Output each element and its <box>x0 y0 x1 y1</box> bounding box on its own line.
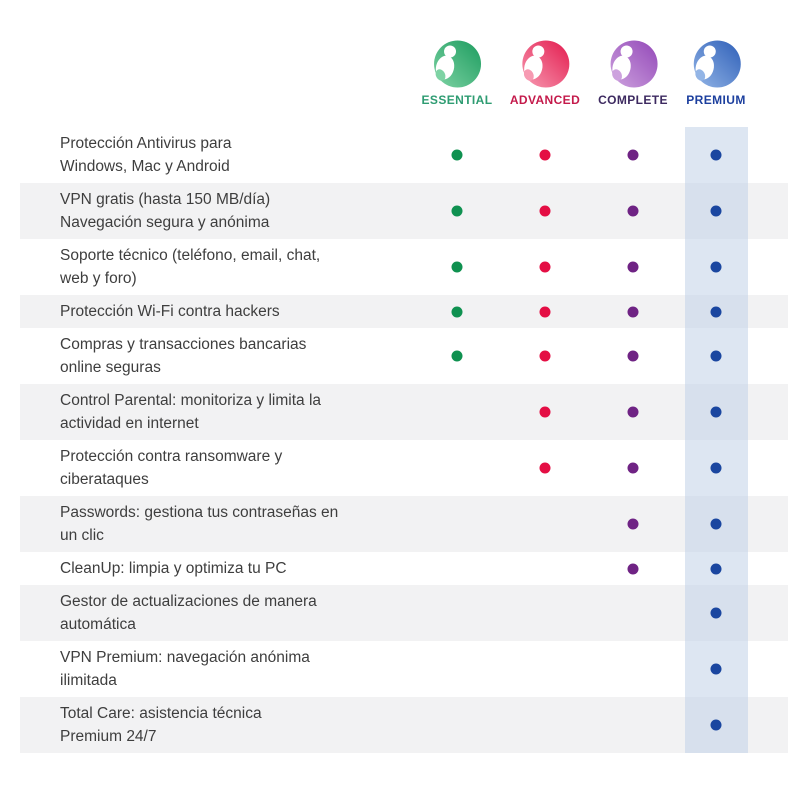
included-dot-complete <box>627 518 639 530</box>
feature-row: Protección contra ransomware y ciberataq… <box>20 440 788 496</box>
panda-logo-icon <box>690 38 742 90</box>
included-dot-essential <box>451 306 463 317</box>
plans-header: ESSENTIAL ADVANCED COMPLETE <box>0 38 800 113</box>
included-dot-advanced <box>539 149 551 161</box>
feature-label: Total Care: asistencia técnica Premium 2… <box>60 705 262 745</box>
feature-label: Protección Wi-Fi contra hackers <box>60 303 280 320</box>
feature-label: VPN Premium: navegación anónima ilimitad… <box>60 649 310 689</box>
included-dot-essential <box>451 261 463 273</box>
included-dot-complete <box>627 563 639 574</box>
included-dot-complete <box>627 406 639 418</box>
included-dot-essential <box>451 149 463 161</box>
feature-row: Total Care: asistencia técnica Premium 2… <box>20 697 788 753</box>
included-dot-premium <box>710 518 722 530</box>
included-dot-advanced <box>539 462 551 474</box>
included-dot-complete <box>627 306 639 317</box>
feature-label: Passwords: gestiona tus contraseñas en u… <box>60 504 339 544</box>
feature-label: Protección contra ransomware y ciberataq… <box>60 448 283 488</box>
included-dot-essential <box>451 205 463 217</box>
feature-row: Control Parental: monitoriza y limita la… <box>20 384 788 440</box>
included-dot-complete <box>627 149 639 161</box>
feature-row: Soporte técnico (teléfono, email, chat, … <box>20 239 788 295</box>
feature-row: VPN gratis (hasta 150 MB/día) Navegación… <box>20 183 788 239</box>
included-dot-complete <box>627 350 639 362</box>
included-dot-premium <box>710 462 722 474</box>
plan-name: COMPLETE <box>598 93 668 107</box>
plan-column-essential: ESSENTIAL <box>422 38 493 107</box>
plan-name: ADVANCED <box>509 93 581 107</box>
feature-row: Compras y transacciones bancarias online… <box>20 328 788 384</box>
included-dot-premium <box>710 563 722 574</box>
feature-label: Soporte técnico (teléfono, email, chat, … <box>60 247 321 287</box>
included-dot-advanced <box>539 261 551 273</box>
feature-table: Protección Antivirus para Windows, Mac y… <box>20 127 788 753</box>
feature-row: CleanUp: limpia y optimiza tu PC <box>20 552 788 585</box>
included-dot-premium <box>710 350 722 362</box>
feature-label: Gestor de actualizaciones de manera auto… <box>60 593 317 633</box>
included-dot-premium <box>710 261 722 273</box>
feature-row: Protección Wi-Fi contra hackers <box>20 295 788 328</box>
included-dot-premium <box>710 663 722 675</box>
panda-logo-icon <box>607 38 659 90</box>
plan-column-advanced: ADVANCED <box>510 38 580 107</box>
included-dot-advanced <box>539 306 551 317</box>
feature-row: Protección Antivirus para Windows, Mac y… <box>20 127 788 183</box>
panda-logo-icon <box>519 38 571 90</box>
plan-column-premium: PREMIUM <box>686 38 745 107</box>
included-dot-premium <box>710 406 722 418</box>
feature-row: Gestor de actualizaciones de manera auto… <box>20 585 788 641</box>
included-dot-essential <box>451 350 463 362</box>
feature-row: VPN Premium: navegación anónima ilimitad… <box>20 641 788 697</box>
plan-name: PREMIUM <box>686 93 746 107</box>
included-dot-complete <box>627 205 639 217</box>
feature-row: Passwords: gestiona tus contraseñas en u… <box>20 496 788 552</box>
panda-logo-icon <box>431 38 483 90</box>
feature-label: CleanUp: limpia y optimiza tu PC <box>60 560 287 577</box>
plan-column-complete: COMPLETE <box>598 38 668 107</box>
included-dot-premium <box>710 306 722 317</box>
included-dot-premium <box>710 205 722 217</box>
included-dot-complete <box>627 261 639 273</box>
feature-label: Compras y transacciones bancarias online… <box>60 336 307 376</box>
included-dot-advanced <box>539 350 551 362</box>
included-dot-premium <box>710 149 722 161</box>
included-dot-advanced <box>539 205 551 217</box>
included-dot-advanced <box>539 406 551 418</box>
feature-label: Control Parental: monitoriza y limita la… <box>60 392 322 432</box>
included-dot-premium <box>710 719 722 731</box>
feature-label: VPN gratis (hasta 150 MB/día) Navegación… <box>60 191 271 231</box>
feature-label: Protección Antivirus para Windows, Mac y… <box>60 135 232 175</box>
included-dot-premium <box>710 607 722 619</box>
included-dot-complete <box>627 462 639 474</box>
plan-name: ESSENTIAL <box>421 93 493 107</box>
